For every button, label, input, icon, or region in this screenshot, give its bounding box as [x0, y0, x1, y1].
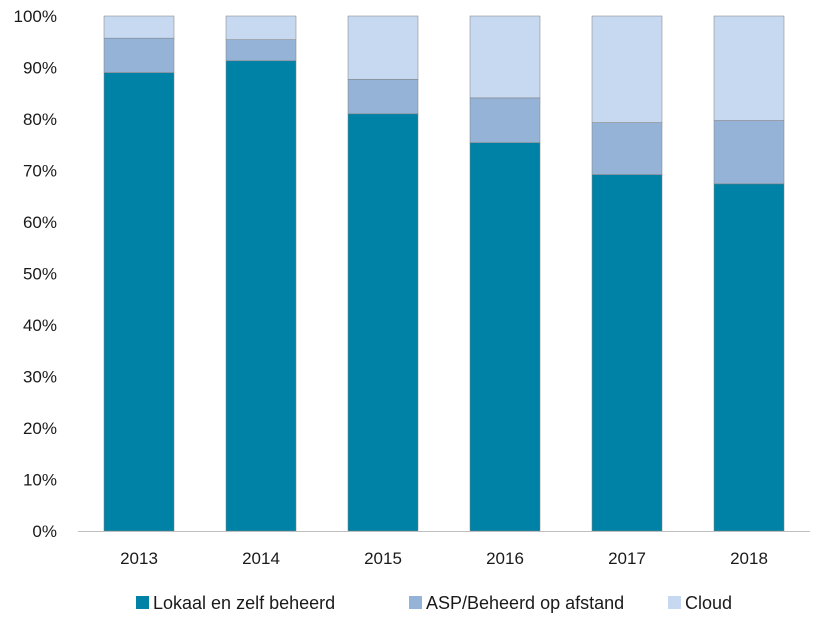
y-tick-label: 40% [23, 316, 57, 335]
bar-segment-lokaal [469, 142, 541, 532]
y-tick-label: 30% [23, 368, 57, 387]
bar-stack-2017 [591, 15, 663, 532]
bar-segment-cloud [347, 15, 419, 80]
legend-label: Cloud [685, 593, 732, 613]
legend-swatch [668, 596, 681, 609]
y-tick-label: 50% [23, 265, 57, 284]
y-tick-label: 10% [23, 471, 57, 490]
x-tick-label: 2016 [486, 549, 524, 568]
y-tick-label: 80% [23, 110, 57, 129]
legend-item: Lokaal en zelf beheerd [136, 593, 335, 613]
bars [103, 15, 785, 532]
bar-segment-lokaal [713, 183, 785, 532]
y-tick-label: 90% [23, 59, 57, 78]
bar-segment-lokaal [103, 72, 175, 532]
bar-segment-lokaal [347, 113, 419, 532]
bar-segment-cloud [469, 15, 541, 99]
x-tick-label: 2015 [364, 549, 402, 568]
y-tick-label: 100% [14, 7, 57, 26]
y-tick-label: 70% [23, 162, 57, 181]
y-tick-label: 0% [32, 522, 57, 541]
bar-segment-lokaal [225, 60, 297, 532]
y-tick-label: 60% [23, 213, 57, 232]
legend: Lokaal en zelf beheerd ASP/Beheerd op afs… [136, 593, 732, 613]
bar-segment-cloud [225, 15, 297, 40]
legend-swatch [136, 596, 149, 609]
x-tick-label: 2014 [242, 549, 280, 568]
legend-swatch [409, 596, 422, 609]
bar-segment-lokaal [591, 174, 663, 532]
bar-stack-2016 [469, 15, 541, 532]
x-tick-label: 2017 [608, 549, 646, 568]
bar-segment-cloud [591, 15, 663, 123]
bar-segment-asp [347, 79, 419, 115]
bar-stack-2015 [347, 15, 419, 532]
legend-item: ASP/Beheerd op afstand [409, 593, 624, 613]
bar-segment-cloud [713, 15, 785, 121]
y-tick-label: 20% [23, 419, 57, 438]
bar-segment-cloud [103, 15, 175, 39]
bar-segment-asp [591, 122, 663, 175]
bar-segment-asp [713, 120, 785, 185]
y-axis: 0% 10% 20% 30% 40% 50% 60% 70% 80% 90% 100% [14, 7, 57, 541]
x-axis: 2013 2014 2015 2016 2017 2018 [78, 531, 810, 568]
legend-label: ASP/Beheerd op afstand [426, 593, 624, 613]
bar-stack-2018 [713, 15, 785, 532]
x-tick-label: 2013 [120, 549, 158, 568]
legend-item: Cloud [668, 593, 732, 613]
x-tick-label: 2018 [730, 549, 768, 568]
legend-label: Lokaal en zelf beheerd [153, 593, 335, 613]
bar-stack-2014 [225, 15, 297, 532]
bar-segment-asp [469, 97, 541, 143]
bar-segment-asp [103, 37, 175, 73]
bar-segment-asp [225, 39, 297, 62]
bar-stack-2013 [103, 15, 175, 532]
